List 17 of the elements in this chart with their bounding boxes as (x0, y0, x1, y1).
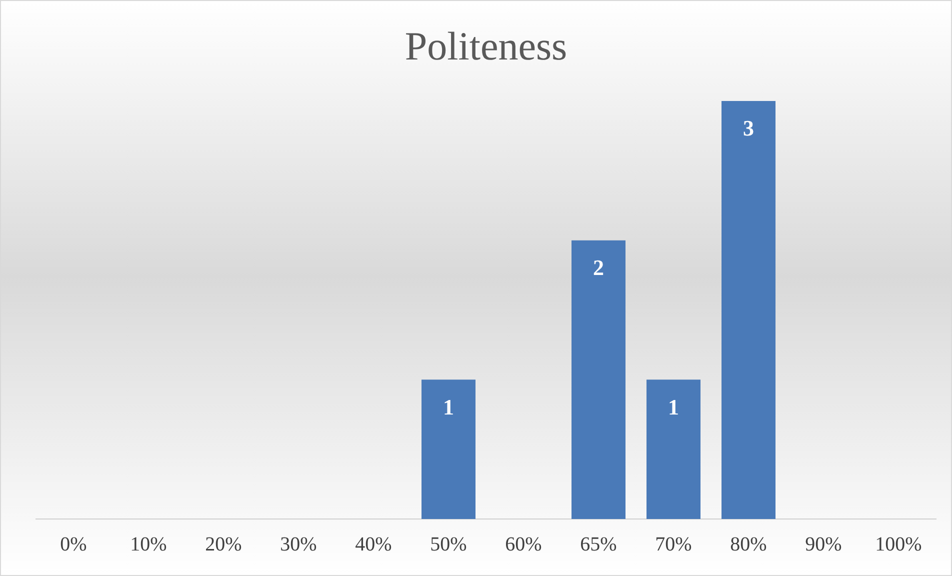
x-tick-label: 70% (655, 533, 692, 556)
x-tick-label: 100% (875, 533, 922, 556)
data-label: 1 (443, 394, 454, 420)
data-label: 2 (593, 255, 604, 280)
x-tick-label: 65% (580, 533, 617, 556)
x-tick-label: 20% (205, 533, 242, 556)
x-tick-label: 10% (130, 533, 167, 556)
x-tick-label: 80% (730, 533, 767, 556)
x-tick-label: 60% (505, 533, 542, 556)
x-tick-label: 50% (430, 533, 467, 556)
chart-title: Politeness (404, 24, 568, 68)
x-tick-label: 40% (355, 533, 392, 556)
data-label: 1 (668, 394, 679, 420)
x-tick-label: 90% (805, 533, 842, 556)
x-tick-label: 0% (60, 533, 87, 556)
x-tick-label: 30% (280, 533, 317, 556)
data-label: 3 (743, 116, 754, 141)
